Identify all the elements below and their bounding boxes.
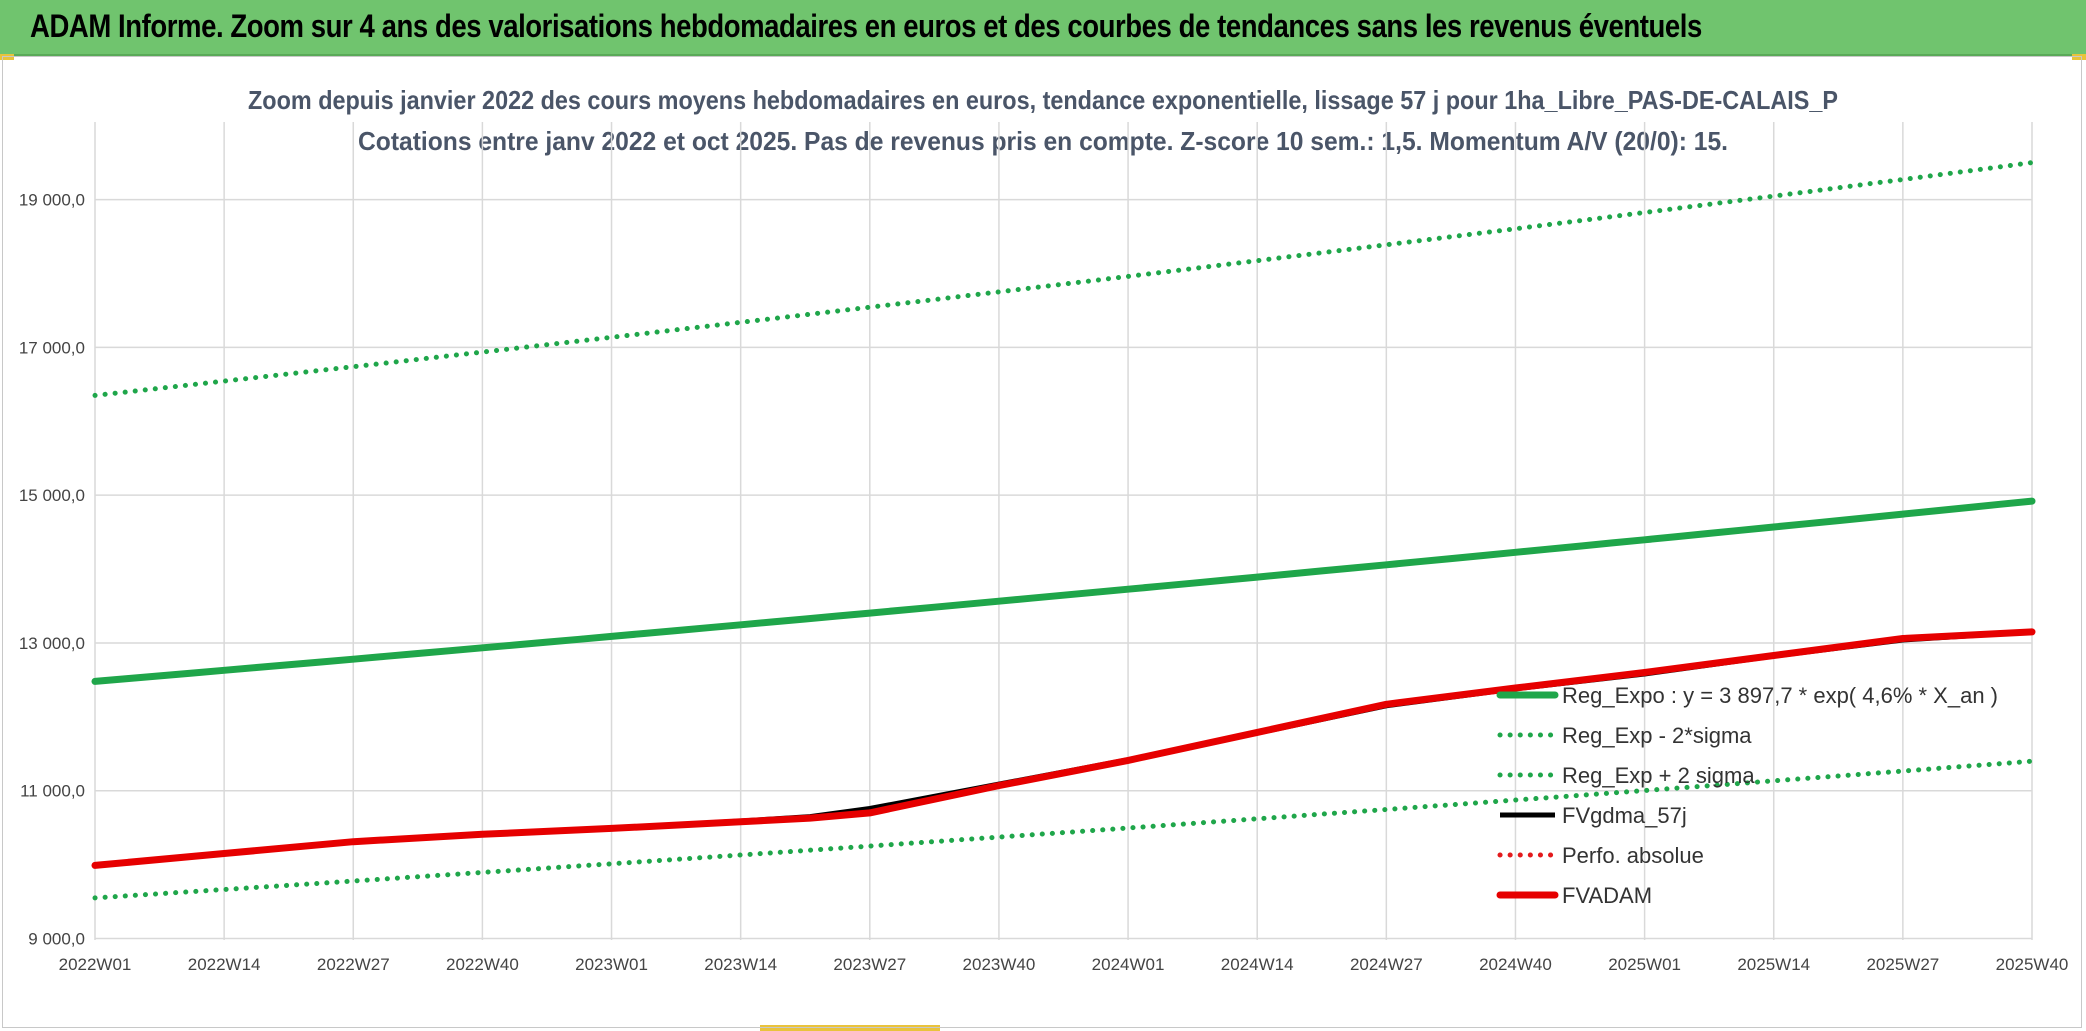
series-line-fvgdma-57j — [94, 629, 2033, 868]
x-tick-label: 2022W14 — [188, 955, 261, 974]
x-tick-label: 2023W27 — [833, 955, 906, 974]
x-tick-label: 2025W40 — [1996, 955, 2069, 974]
series-line-fvadam — [91, 628, 2036, 869]
x-tick-label: 2022W01 — [59, 955, 132, 974]
y-tick-label: 19 000,0 — [19, 191, 85, 210]
corner-marker-right — [2072, 54, 2086, 60]
legend-label: FVADAM — [1562, 883, 1652, 908]
y-axis: 9 000,0 11 000,0 13 000,0 15 000,0 17 000,0 1… — [19, 191, 85, 949]
chart-title-line1: Zoom depuis janvier 2022 des cours moyen… — [248, 85, 1838, 115]
corner-marker-left — [0, 54, 14, 60]
x-tick-label: 2022W27 — [317, 955, 390, 974]
y-tick-label: 9 000,0 — [28, 930, 85, 949]
banner-title: ADAM Informe. Zoom sur 4 ans des valoris… — [30, 8, 1702, 44]
x-tick-label: 2023W01 — [575, 955, 648, 974]
y-tick-label: 11 000,0 — [20, 782, 85, 801]
legend-label: Reg_Exp - 2*sigma — [1562, 723, 1752, 748]
legend-label: FVgdma_57j — [1562, 803, 1687, 828]
x-tick-label: 2025W01 — [1608, 955, 1681, 974]
x-tick-label: 2024W01 — [1092, 955, 1165, 974]
series-line-reg-expo-y-3-897-7-exp-4-6-x-an — [91, 497, 2036, 685]
series-line-reg-exp-2-sigma — [92, 758, 2035, 901]
banner: ADAM Informe. Zoom sur 4 ans des valoris… — [0, 0, 2086, 56]
x-tick-label: 2024W27 — [1350, 955, 1423, 974]
x-axis: 2022W01 2022W14 2022W27 2022W40 2023W01 2023W… — [59, 955, 2069, 974]
chart-frame — [2, 56, 2082, 1028]
series-layer — [91, 160, 2036, 901]
legend-label: Perfo. absolue — [1562, 843, 1704, 868]
series-line-reg-exp-2-sigma — [92, 160, 2035, 398]
y-tick-label: 17 000,0 — [19, 338, 85, 357]
x-tick-label: 2025W14 — [1737, 955, 1810, 974]
legend-label: Reg_Exp + 2 sigma — [1562, 763, 1755, 788]
x-tick-label: 2024W14 — [1221, 955, 1294, 974]
legend: Reg_Expo : y = 3 897,7 * exp( 4,6% * X_a… — [1496, 683, 1998, 908]
x-tick-label: 2022W40 — [446, 955, 519, 974]
y-tick-label: 13 000,0 — [19, 634, 85, 653]
chart-title-line2: Cotations entre janv 2022 et oct 2025. P… — [358, 126, 1728, 156]
legend-label: Reg_Expo : y = 3 897,7 * exp( 4,6% * X_a… — [1562, 683, 1998, 708]
grid — [94, 122, 2033, 940]
y-tick-label: 15 000,0 — [19, 486, 85, 505]
x-tick-label: 2023W40 — [963, 955, 1036, 974]
x-tick-label: 2023W14 — [704, 955, 777, 974]
corner-marker-bottom — [760, 1025, 940, 1031]
x-tick-label: 2025W27 — [1866, 955, 1939, 974]
x-tick-label: 2024W40 — [1479, 955, 1552, 974]
